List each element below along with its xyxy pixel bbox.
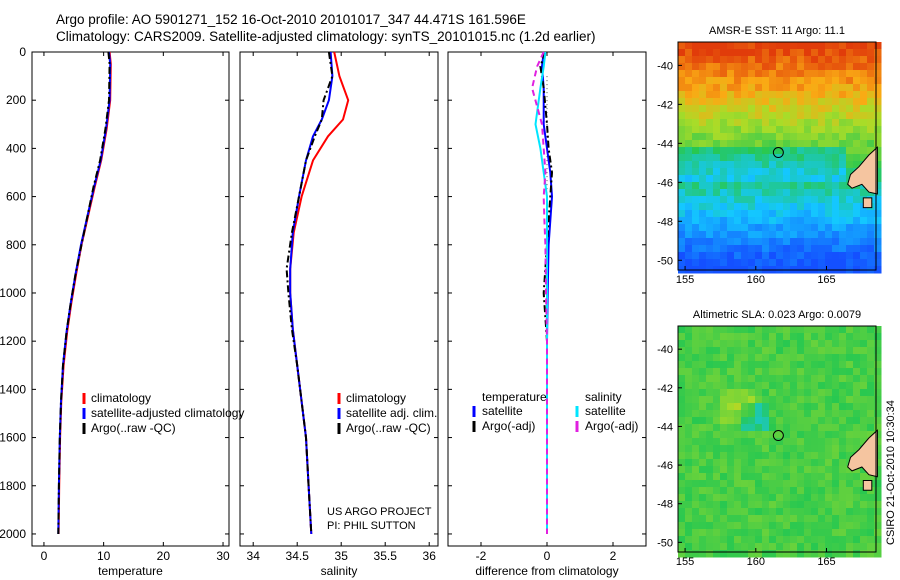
- y-tick-label: -40: [657, 344, 673, 356]
- legend-entry: climatology: [346, 391, 406, 405]
- map-frame: [677, 325, 877, 553]
- x-tick-label: 35.5: [374, 549, 398, 563]
- map-title: AMSR-E SST: 11 Argo: 11.1: [709, 25, 845, 37]
- header-line-1: Argo profile: AO 5901271_152 16-Oct-2010…: [56, 12, 526, 27]
- island-mask: [862, 197, 873, 209]
- y-tick-label: -40: [657, 60, 673, 72]
- x-tick-label: 34: [247, 549, 261, 563]
- legend-entry: satellite-adjusted climatology: [91, 406, 244, 420]
- csiro-timestamp: CSIRO 21-Oct-2010 10:30:34: [885, 400, 897, 545]
- series-line-salinity-argo-adj-: [531, 51, 548, 534]
- series-line-climatology: [57, 51, 112, 535]
- x-axis-label: difference from climatology: [475, 564, 618, 578]
- legend-entry: satellite: [482, 404, 523, 418]
- y-tick-label: 1600: [0, 431, 26, 445]
- y-tick-label: -42: [657, 383, 673, 395]
- x-tick-label: 165: [817, 556, 835, 568]
- y-tick-label: 1400: [0, 382, 26, 396]
- x-tick-label: 20: [157, 549, 171, 563]
- x-tick-label: 36: [423, 549, 437, 563]
- series-line-argo-raw-qc-: [285, 51, 334, 535]
- x-tick-label: 2: [610, 549, 617, 563]
- y-tick-label: 2000: [0, 527, 26, 541]
- profile-location-marker: [772, 430, 784, 442]
- y-tick-label: -42: [657, 99, 673, 111]
- legend-group-title: salinity: [585, 390, 622, 404]
- y-tick-label: -48: [657, 216, 673, 228]
- y-tick-label: -46: [657, 177, 673, 189]
- map-field: [678, 326, 882, 558]
- y-tick-label: -48: [657, 499, 673, 511]
- x-tick-label: 160: [747, 556, 765, 568]
- series-line-argo-raw-qc-: [57, 51, 111, 535]
- x-tick-label: 10: [97, 549, 111, 563]
- series-line-satellite-adj-clim-: [289, 51, 334, 535]
- map-frame: [677, 41, 877, 271]
- x-axis-label: salinity: [321, 564, 358, 578]
- land-mask: [847, 146, 878, 195]
- plot-frame: [239, 51, 439, 547]
- x-tick-label: 0: [41, 549, 48, 563]
- legend-entry: climatology: [91, 391, 151, 405]
- y-tick-label: 1000: [0, 286, 26, 300]
- y-tick-label: -50: [657, 255, 673, 267]
- profile-location-marker: [772, 147, 784, 159]
- legend-group-title: temperature: [482, 390, 547, 404]
- map-field: [678, 42, 882, 274]
- island-mask: [862, 480, 873, 491]
- header-line-2: Climatology: CARS2009. Satellite-adjuste…: [56, 29, 596, 44]
- x-tick-label: 160: [747, 274, 765, 286]
- plot-frame: [31, 51, 230, 547]
- y-tick-label: 1200: [0, 334, 26, 348]
- y-tick-label: -50: [657, 537, 673, 549]
- legend-entry: Argo(-adj): [482, 419, 535, 433]
- y-tick-label: 600: [6, 190, 26, 204]
- legend-entry: Argo(..raw -QC): [91, 421, 176, 435]
- series-line-satellite-adjusted-climatology: [57, 51, 112, 535]
- y-tick-label: 400: [6, 141, 26, 155]
- x-tick-label: 35: [335, 549, 349, 563]
- project-credit: US ARGO PROJECT: [327, 506, 432, 518]
- x-tick-label: 0: [544, 549, 551, 563]
- land-mask: [847, 429, 878, 478]
- temperature-profile: 0 200 400 600 800 1000 1200 1400 1600 1800 2000 0 10…: [0, 45, 244, 578]
- y-tick-label: 1800: [0, 479, 26, 493]
- sla-map: Altimetric SLA: 0.023 Argo: 0.0079 155 160…: [657, 309, 882, 568]
- y-tick-label: 200: [6, 93, 26, 107]
- y-tick-label: -46: [657, 460, 673, 472]
- x-tick-label: -2: [476, 549, 487, 563]
- x-tick-label: 155: [676, 556, 694, 568]
- legend-entry: Argo(..raw -QC): [346, 421, 431, 435]
- x-tick-label: 155: [676, 274, 694, 286]
- y-tick-label: -44: [657, 421, 673, 433]
- y-tick-label: 0: [19, 45, 26, 59]
- sst-map: AMSR-E SST: 11 Argo: 11.1 155 160 165 -40 -42…: [657, 25, 882, 286]
- pi-credit: PI: PHIL SUTTON: [327, 520, 416, 532]
- map-title: Altimetric SLA: 0.023 Argo: 0.0079: [693, 309, 861, 321]
- legend-entry: Argo(-adj): [585, 419, 638, 433]
- salinity-profile: 34 34.5 35 35.5 36 salinity climatologysatelli…: [239, 51, 439, 578]
- x-tick-label: 30: [216, 549, 230, 563]
- x-tick-label: 34.5: [286, 549, 310, 563]
- x-tick-label: 165: [817, 274, 835, 286]
- legend-entry: satellite: [585, 404, 626, 418]
- y-tick-label: -44: [657, 138, 673, 150]
- x-axis-label: temperature: [98, 564, 163, 578]
- legend-entry: satellite adj. clim.: [346, 406, 437, 420]
- y-tick-label: 800: [6, 238, 26, 252]
